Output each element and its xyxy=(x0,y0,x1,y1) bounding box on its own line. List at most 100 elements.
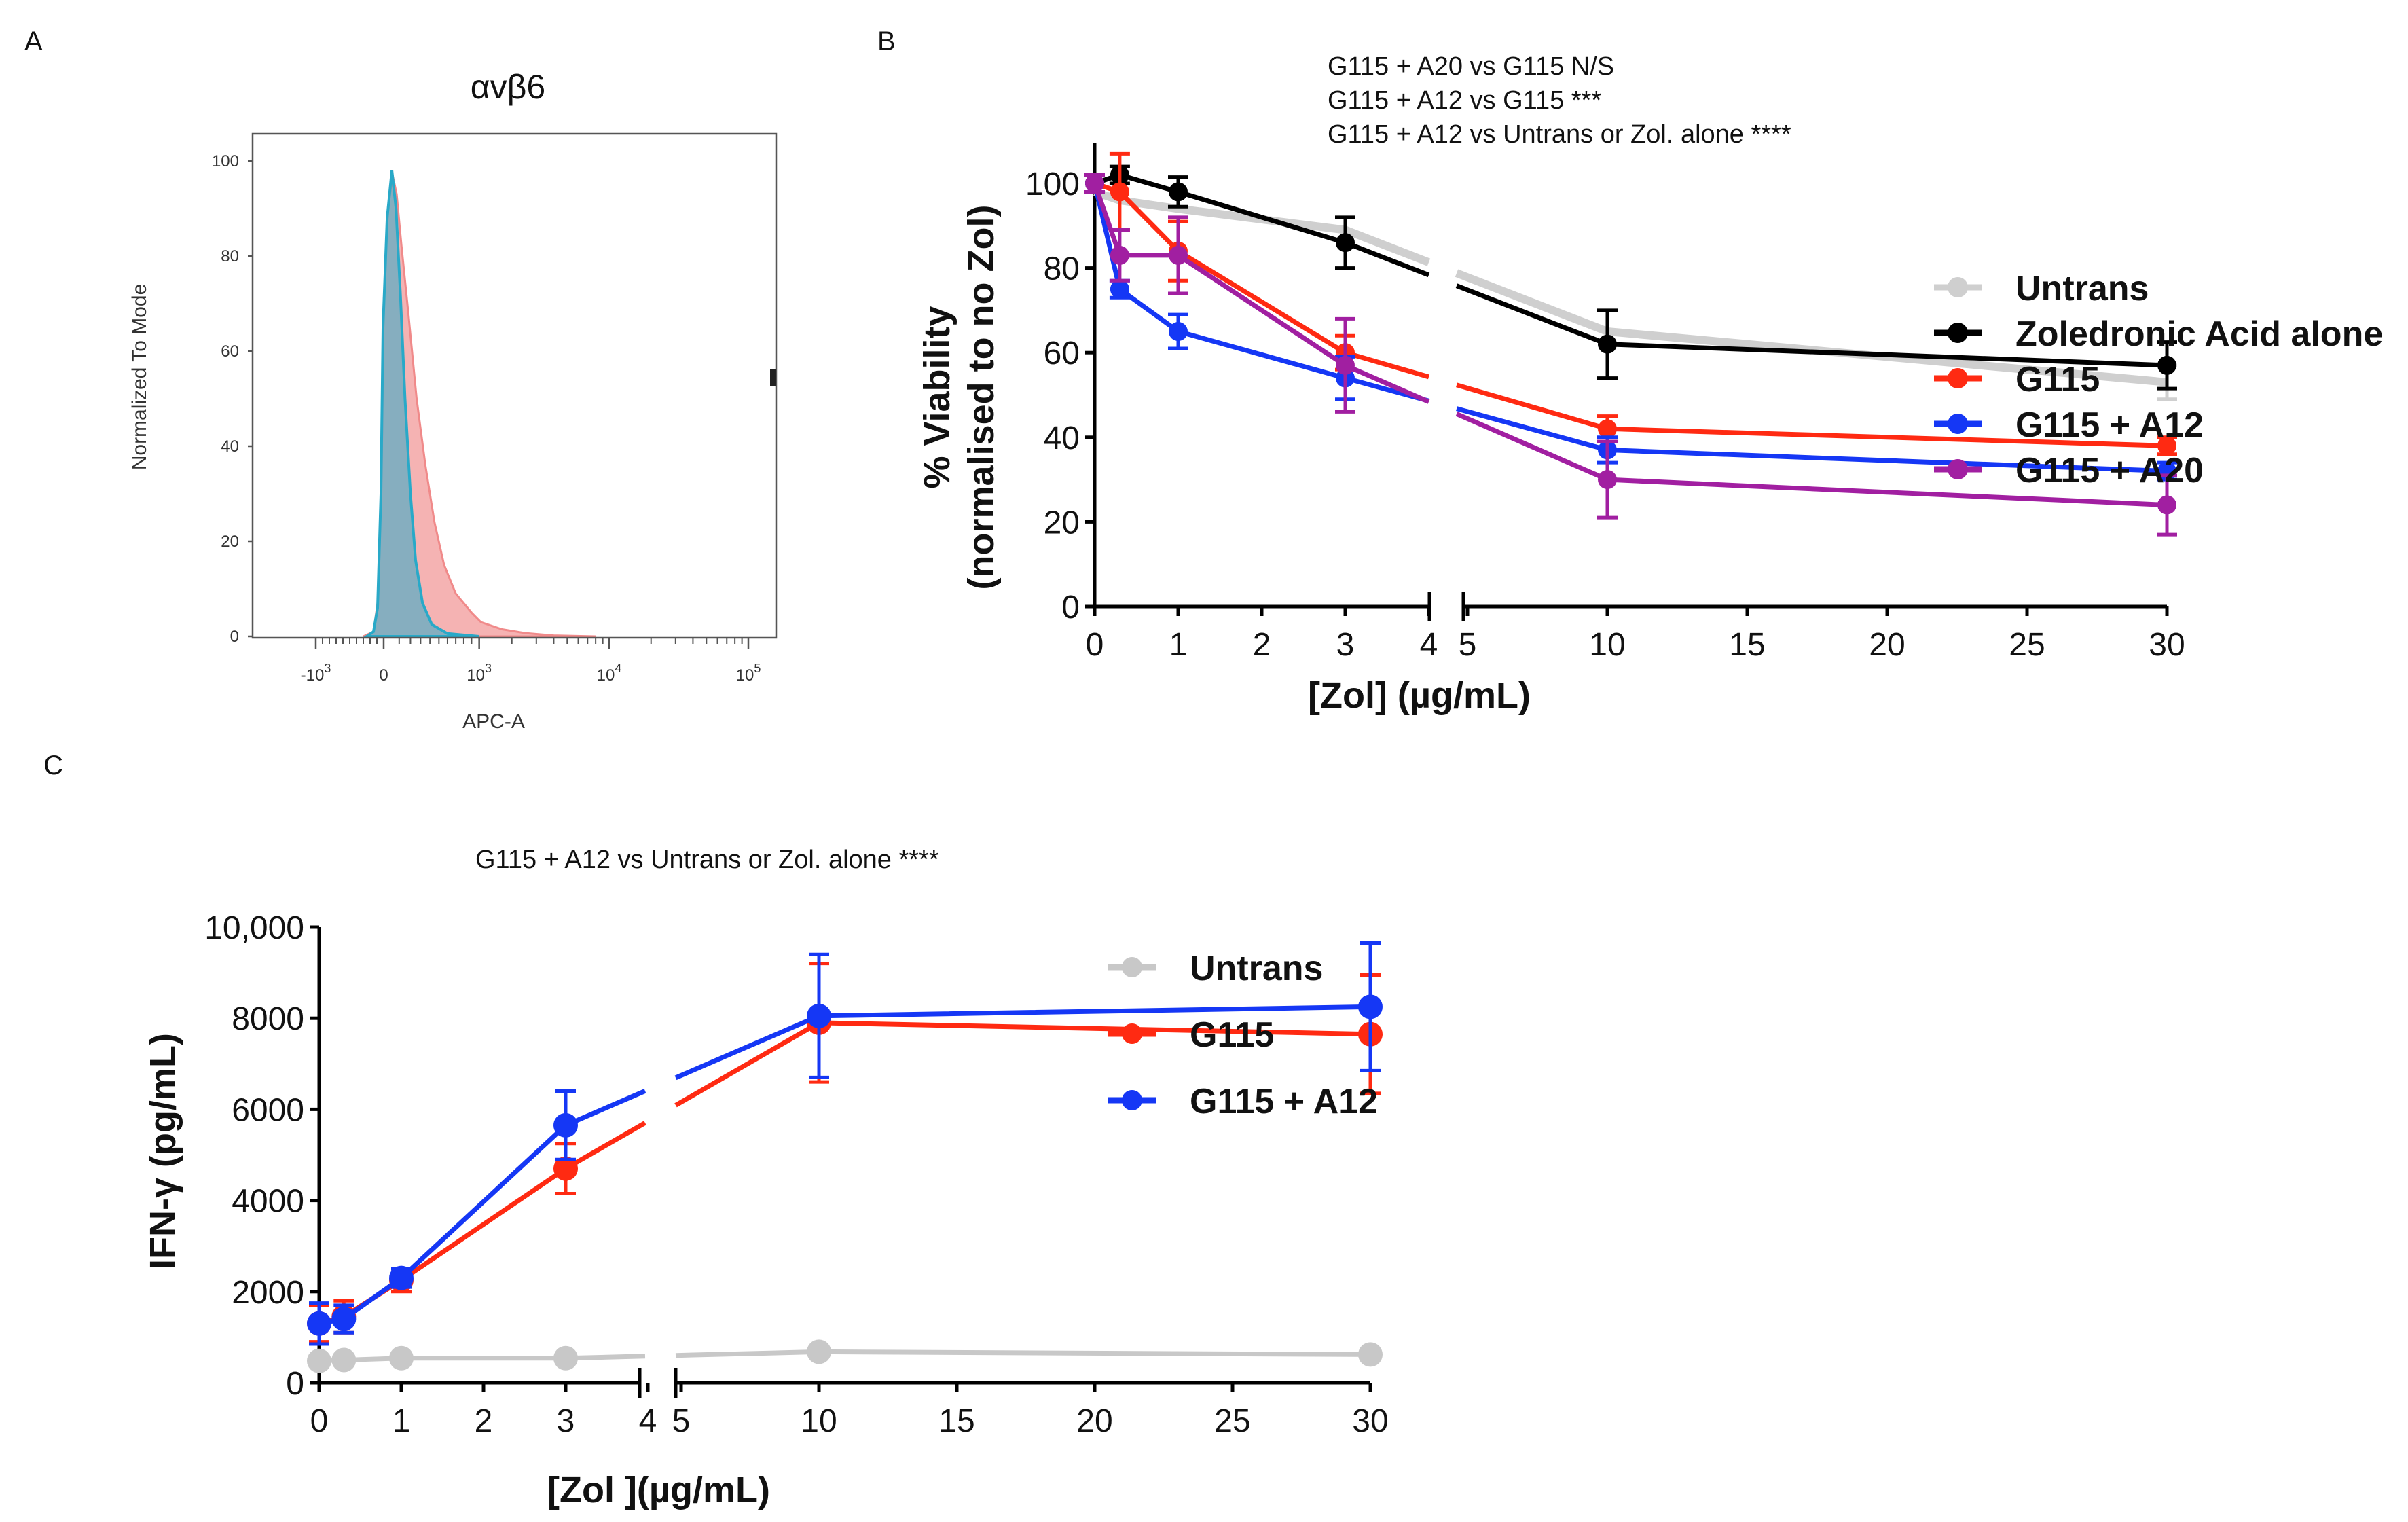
data-point-untrans xyxy=(307,1348,331,1373)
data-point-g115-a12 xyxy=(553,1112,578,1138)
c-x-tick-label: 25 xyxy=(1214,1403,1250,1439)
b-legend-label-untrans: Untrans xyxy=(2015,269,2149,308)
data-point-g115 xyxy=(1110,182,1129,202)
c-x-tick-label: 3 xyxy=(557,1403,575,1439)
c-legend-label-g115: G115 xyxy=(1190,1015,1274,1055)
b-y-tick-label: 0 xyxy=(1061,590,1080,626)
b-legend-marker-untrans xyxy=(1948,277,1968,297)
data-point-zoledronic-acid-alone xyxy=(1336,233,1355,253)
data-point-untrans xyxy=(553,1345,578,1371)
panel-c-y-label: IFN-γ (pg/mL) xyxy=(143,1033,183,1269)
x-tick-label: 0 xyxy=(379,666,388,685)
gate-marker xyxy=(770,369,776,386)
c-x-tick-label: 4 xyxy=(639,1403,657,1439)
panel-a-frame xyxy=(251,132,778,639)
c-x-tick-label: 0 xyxy=(310,1403,329,1439)
b-x-tick-label: 4 xyxy=(1420,627,1438,663)
c-x-tick-label: 30 xyxy=(1352,1403,1388,1439)
data-point-g115-a12 xyxy=(1358,994,1383,1019)
c-x-tick-label: 5 xyxy=(672,1403,691,1439)
b-annotation-2: G115 + A12 vs G115 *** xyxy=(1328,86,1601,115)
b-x-tick-label: 15 xyxy=(1729,627,1765,663)
panel-a-y-label: Normalized To Mode xyxy=(128,284,151,471)
data-point-zoledronic-acid-alone xyxy=(2157,355,2176,375)
c-legend-label-g115-a12: G115 + A12 xyxy=(1190,1082,1378,1121)
b-x-tick-label: 30 xyxy=(2149,627,2185,663)
b-legend-marker-zoledronic-acid-alone xyxy=(1948,323,1968,343)
y-tick-label: 60 xyxy=(221,342,239,361)
series-untrans xyxy=(307,1339,1383,1373)
x-tick-label: 105 xyxy=(736,662,761,685)
panel-a-x-label: APC-A xyxy=(462,710,525,733)
b-x-tick-label: 25 xyxy=(2009,627,2045,663)
c-y-tick-label: 2000 xyxy=(232,1275,304,1311)
c-x-tick-label: 20 xyxy=(1076,1403,1112,1439)
data-point-g115 xyxy=(1598,419,1617,439)
c-legend-label-untrans: Untrans xyxy=(1190,949,1323,988)
b-annotation-3: G115 + A12 vs Untrans or Zol. alone **** xyxy=(1328,120,1791,149)
b-legend-label-g115-a20: G115 + A20 xyxy=(2015,451,2204,490)
panel-c-ifn-chart: G115 + A12 vs Untrans or Zol. alone ****… xyxy=(143,846,1389,1510)
x-tick-label: 104 xyxy=(597,662,622,685)
b-y-tick-label: 40 xyxy=(1044,420,1080,456)
data-point-g115-a20 xyxy=(1598,470,1617,490)
y-tick-label: 40 xyxy=(221,437,239,456)
data-point-untrans xyxy=(389,1345,414,1371)
c-legend-marker-g115 xyxy=(1122,1023,1142,1044)
panel-label-a: A xyxy=(24,26,43,56)
histogram-blue xyxy=(362,170,479,638)
panel-c-x-label: [Zol ](µg/mL) xyxy=(547,1470,770,1510)
c-legend-marker-g115-a12 xyxy=(1122,1090,1142,1110)
series-line-g115 xyxy=(318,1121,646,1326)
b-x-tick-label: 0 xyxy=(1086,627,1104,663)
b-legend-marker-g115 xyxy=(1948,368,1968,388)
data-point-g115-a12 xyxy=(389,1265,414,1290)
b-x-tick-label: 1 xyxy=(1169,627,1188,663)
c-x-tick-label: 1 xyxy=(393,1403,411,1439)
panel-b-y-label: % Viability xyxy=(917,306,957,488)
b-x-tick-label: 5 xyxy=(1459,627,1477,663)
series-line-untrans xyxy=(675,1349,1371,1358)
panel-b-y-label-2: (normalised to no Zol) xyxy=(961,205,1002,590)
b-y-tick-label: 20 xyxy=(1044,505,1080,541)
c-y-tick-label: 10,000 xyxy=(204,910,304,946)
b-y-tick-label: 80 xyxy=(1044,251,1080,287)
b-y-tick-label: 100 xyxy=(1025,166,1080,202)
data-point-g115-a20 xyxy=(1110,245,1129,265)
c-y-tick-label: 6000 xyxy=(232,1092,304,1128)
data-point-g115 xyxy=(2157,436,2176,456)
series-line-untrans xyxy=(318,1354,646,1364)
panel-a-histogram: αvβ6 Normalized To Mode APC-A 0 20 40 60 80 1… xyxy=(128,68,778,733)
data-point-g115-a20 xyxy=(1085,174,1104,193)
b-legend-label-zoledronic-acid-alone: Zoledronic Acid alone xyxy=(2015,314,2383,354)
data-point-untrans xyxy=(331,1347,357,1373)
c-y-tick-label: 0 xyxy=(286,1366,304,1402)
series-untrans xyxy=(1093,187,2177,401)
b-x-tick-label: 2 xyxy=(1253,627,1271,663)
b-legend-marker-g115-a12 xyxy=(1948,414,1968,434)
series-g115 xyxy=(1084,151,2177,456)
c-annotation-1: G115 + A12 vs Untrans or Zol. alone **** xyxy=(475,846,939,874)
y-tick-label: 80 xyxy=(221,247,239,266)
x-tick-label: 103 xyxy=(467,662,492,685)
panel-label-c: C xyxy=(43,750,63,780)
data-point-g115-a20 xyxy=(1336,355,1355,375)
c-legend-marker-untrans xyxy=(1122,957,1142,977)
series-line-g115-a12 xyxy=(318,1089,646,1326)
series-line-untrans xyxy=(1093,187,1431,266)
b-x-tick-label: 3 xyxy=(1336,627,1355,663)
data-point-zoledronic-acid-alone xyxy=(1169,182,1188,202)
b-y-tick-label: 60 xyxy=(1044,336,1080,372)
panel-b-x-label: [Zol] (µg/mL) xyxy=(1308,675,1531,716)
data-point-g115-a12 xyxy=(331,1307,357,1332)
b-legend-label-g115-a12: G115 + A12 xyxy=(2015,405,2204,445)
y-tick-label: 0 xyxy=(230,628,239,646)
b-x-tick-label: 10 xyxy=(1589,627,1625,663)
data-point-g115-a20 xyxy=(1169,245,1188,265)
x-tick-label: -103 xyxy=(301,662,331,685)
panel-a-title: αvβ6 xyxy=(471,68,545,106)
data-point-untrans xyxy=(1358,1342,1383,1367)
series-g115-a20 xyxy=(1084,173,2177,537)
c-x-tick-label: 10 xyxy=(801,1403,837,1439)
